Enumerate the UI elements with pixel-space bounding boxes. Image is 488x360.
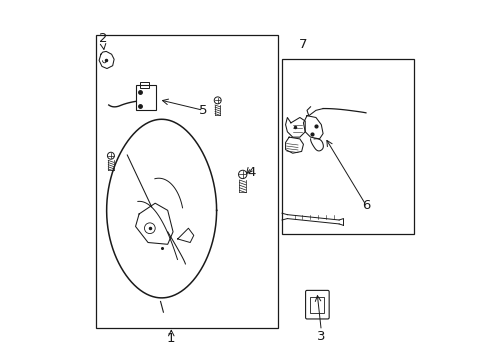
Bar <box>140 82 148 88</box>
FancyBboxPatch shape <box>305 291 328 319</box>
Bar <box>96 35 278 328</box>
Text: 6: 6 <box>361 198 369 212</box>
Bar <box>282 59 413 234</box>
Text: 4: 4 <box>247 166 255 179</box>
Text: 7: 7 <box>299 38 307 51</box>
Text: 5: 5 <box>199 104 207 117</box>
Text: 3: 3 <box>316 330 325 343</box>
Bar <box>135 85 156 111</box>
Ellipse shape <box>238 170 246 179</box>
Ellipse shape <box>107 152 114 159</box>
Text: 2: 2 <box>99 32 107 45</box>
Text: 1: 1 <box>167 333 175 346</box>
Ellipse shape <box>214 97 221 104</box>
Bar <box>309 297 323 313</box>
